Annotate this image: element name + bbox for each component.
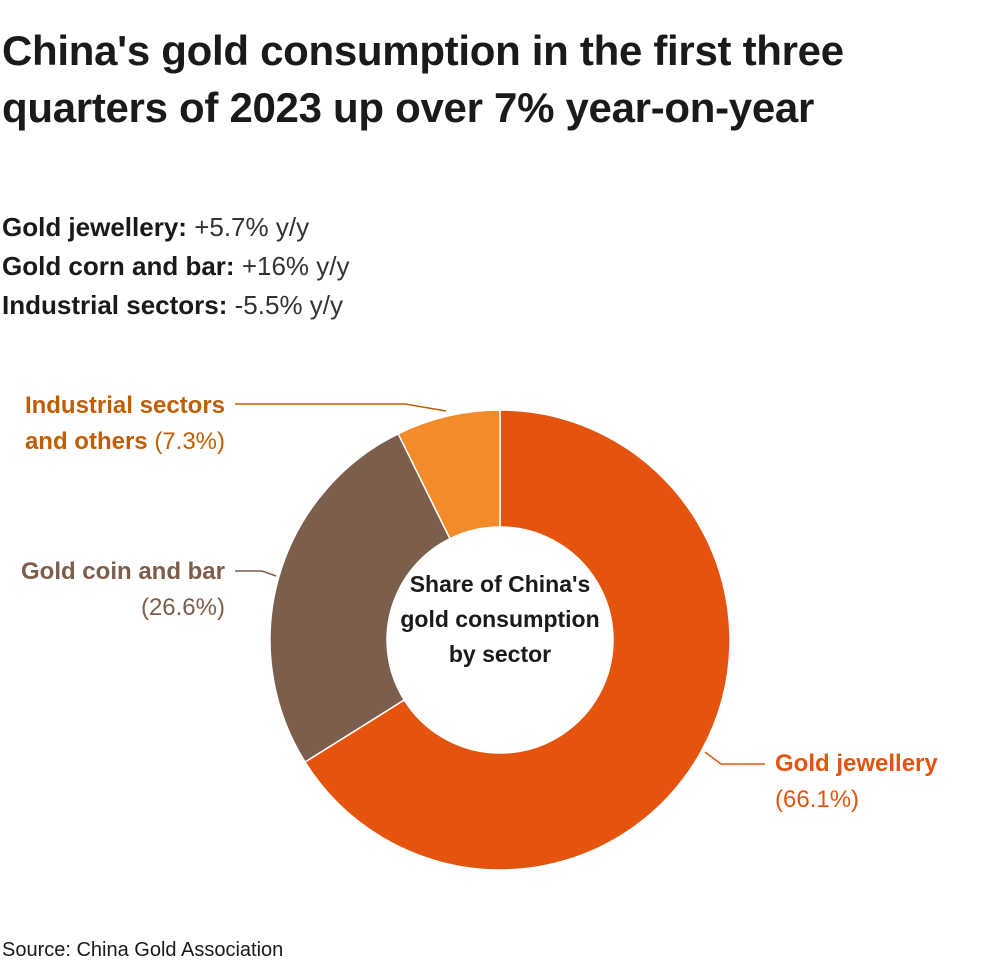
source-note: Source: China Gold Association	[2, 939, 284, 961]
slice-label-pct: (66.1%)	[775, 786, 860, 813]
slice-label-name: Gold jewellery	[775, 750, 938, 777]
donut-center-label: Share of China's gold consumption by sec…	[400, 571, 600, 667]
slice-label-name: Industrial sectors	[24, 392, 225, 419]
donut-slice-gold-coin-and-bar	[269, 432, 451, 764]
stat-gold-jewellery: Gold jewellery: +5.7% y/y	[2, 208, 349, 247]
donut-slices	[269, 409, 731, 871]
stat-value: +5.7% y/y	[194, 212, 310, 242]
yoy-stats: Gold jewellery: +5.7% y/y Gold corn and …	[2, 208, 349, 325]
leader-line-coin-bar	[235, 570, 277, 577]
slice-label-jewellery: Gold jewellery (66.1%)	[775, 746, 938, 818]
stat-label: Gold corn and bar:	[2, 251, 235, 281]
slice-label-name: Gold coin and bar	[20, 558, 225, 585]
chart-title: China's gold consumption in the first th…	[2, 27, 844, 131]
leader-lines	[235, 403, 765, 765]
stat-value: -5.5% y/y	[234, 290, 344, 320]
stat-industrial-sectors: Industrial sectors: -5.5% y/y	[2, 286, 349, 325]
donut-slice-industrial-sectors-and-others	[397, 409, 501, 540]
slice-label-name: and others	[24, 428, 148, 455]
donut-slice-gold-jewellery	[303, 409, 731, 871]
slice-label-pct: (26.6%)	[140, 594, 225, 621]
slice-label-industrial: Industrial sectors and others (7.3%)	[25, 388, 225, 460]
stat-value: +16% y/y	[241, 251, 350, 281]
stat-label: Industrial sectors:	[2, 290, 228, 320]
leader-line-industrial	[235, 403, 447, 412]
leader-line-jewellery	[704, 751, 765, 765]
stat-label: Gold jewellery:	[2, 212, 187, 242]
stat-gold-corn-bar: Gold corn and bar: +16% y/y	[2, 247, 349, 286]
slice-label-coin-bar: Gold coin and bar (26.6%)	[21, 554, 225, 626]
slice-label-pct: (7.3%)	[154, 428, 225, 455]
